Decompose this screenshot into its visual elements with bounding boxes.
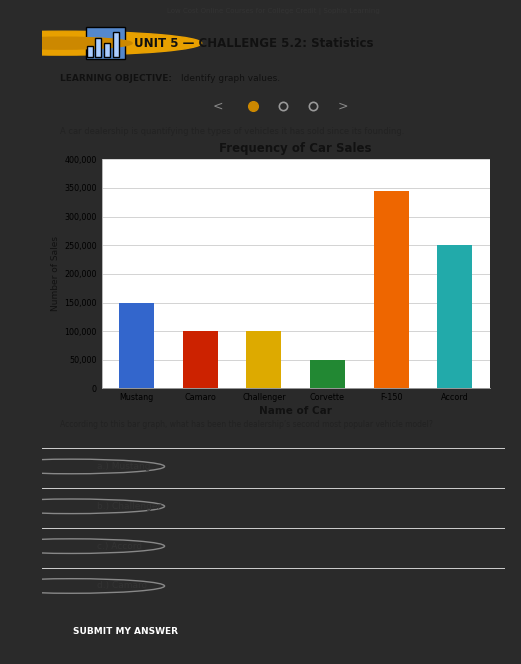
Circle shape	[0, 37, 132, 49]
Text: Low Cost Online Courses for College Credit | Sophia Learning: Low Cost Online Courses for College Cred…	[167, 8, 380, 15]
Bar	[246, 331, 281, 388]
Title: Frequency of Car Sales: Frequency of Car Sales	[219, 142, 372, 155]
Y-axis label: Number of Sales: Number of Sales	[51, 236, 60, 311]
Circle shape	[0, 31, 202, 55]
FancyBboxPatch shape	[104, 43, 110, 57]
Text: d.) Camaro: d.) Camaro	[97, 582, 147, 590]
FancyBboxPatch shape	[95, 38, 102, 57]
Text: SUBMIT MY ANSWER: SUBMIT MY ANSWER	[72, 627, 178, 636]
Bar	[119, 303, 154, 388]
Bar	[310, 360, 345, 388]
Text: a.) Mustang: a.) Mustang	[97, 462, 151, 471]
Bar	[437, 245, 472, 388]
Text: LEARNING OBJECTIVE:: LEARNING OBJECTIVE:	[60, 74, 172, 82]
FancyBboxPatch shape	[113, 32, 119, 57]
Text: A car dealership is quantifying the types of vehicles it has sold since its foun: A car dealership is quantifying the type…	[60, 127, 405, 135]
FancyBboxPatch shape	[86, 27, 125, 59]
Bar	[374, 191, 408, 388]
FancyBboxPatch shape	[86, 46, 93, 57]
Text: Identify graph values.: Identify graph values.	[181, 74, 280, 82]
Text: c.) Accord: c.) Accord	[97, 542, 142, 550]
Bar	[183, 331, 218, 388]
Text: According to this bar graph, what has been the dealership’s second most popular : According to this bar graph, what has be…	[60, 420, 433, 430]
Text: UNIT 5 — CHALLENGE 5.2: Statistics: UNIT 5 — CHALLENGE 5.2: Statistics	[134, 37, 374, 50]
Text: >: >	[338, 100, 349, 113]
Text: b.) Challenger: b.) Challenger	[97, 502, 162, 511]
X-axis label: Name of Car: Name of Car	[259, 406, 332, 416]
Text: <: <	[213, 100, 223, 113]
